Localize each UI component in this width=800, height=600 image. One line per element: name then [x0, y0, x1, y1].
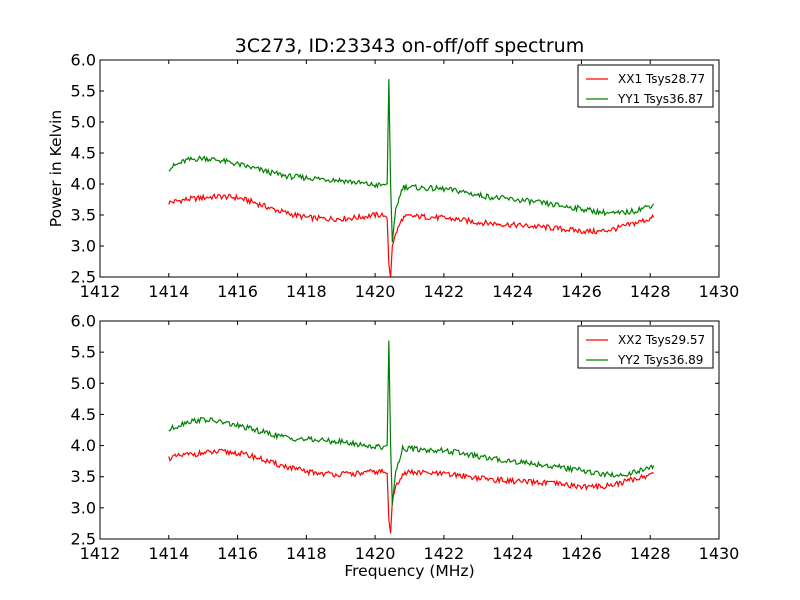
legend-entry: XX1 Tsys28.77	[618, 72, 705, 86]
x-tick-label: 1430	[699, 282, 740, 301]
y-tick-label: 5.5	[71, 82, 96, 101]
chart-panel-1: 1412 1414 1416 1418 1420 1422 1424 1426 1428 1430…	[47, 35, 739, 301]
series-line-xx1	[168, 192, 655, 277]
chart-panel-2: 1412 1414 1416 1418 1420 1422 1424 1426 1428 1430…	[71, 312, 740, 581]
y-tick-label: 4.5	[71, 144, 96, 163]
x-tick-label: 1424	[492, 544, 533, 563]
x-tick-label: 1418	[286, 282, 327, 301]
y-tick-label: 2.5	[71, 268, 96, 287]
y-tick-label: 6.0	[71, 51, 96, 70]
x-tick-label: 1430	[699, 544, 740, 563]
y-tick-label: 5.0	[71, 374, 96, 393]
legend-entry: YY1 Tsys36.87	[617, 92, 703, 106]
x-tick-label: 1420	[355, 282, 396, 301]
series-line-yy2	[168, 340, 655, 506]
x-tick-label: 1420	[355, 544, 396, 563]
x-tick-label: 1414	[148, 282, 189, 301]
x-tick-label: 1412	[80, 282, 121, 301]
x-tick-label: 1416	[217, 282, 258, 301]
x-tick-label: 1428	[630, 544, 671, 563]
x-tick-label: 1422	[424, 544, 465, 563]
y-tick-label: 5.0	[71, 113, 96, 132]
x-tick-label: 1422	[424, 282, 465, 301]
y-tick-label: 4.0	[71, 436, 96, 455]
series-line-xx2	[168, 448, 655, 534]
y-tick-label: 4.5	[71, 405, 96, 424]
chart-title: 3C273, ID:23343 on-off/off spectrum	[235, 35, 584, 57]
x-tick-label: 1418	[286, 544, 327, 563]
legend-entry: YY2 Tsys36.89	[617, 353, 703, 367]
x-tick-label: 1412	[80, 544, 121, 563]
y-tick-label: 6.0	[71, 312, 96, 331]
x-tick-label: 1416	[217, 544, 258, 563]
y-tick-label: 3.0	[71, 237, 96, 256]
legend-box	[577, 325, 714, 369]
legend: XX1 Tsys28.77 YY1 Tsys36.87	[577, 64, 714, 108]
legend-entry: XX2 Tsys29.57	[618, 333, 705, 347]
y-tick-label: 3.5	[71, 467, 96, 486]
x-tick-label: 1426	[561, 282, 602, 301]
legend-box	[577, 64, 714, 108]
axes-frame	[99, 59, 720, 278]
y-tick-label: 4.0	[71, 175, 96, 194]
y-tick-label: 5.5	[71, 343, 96, 362]
x-tick-label: 1426	[561, 544, 602, 563]
y-tick-label: 2.5	[71, 530, 96, 549]
x-tick-label: 1414	[148, 544, 189, 563]
y-axis-label: Power in Kelvin	[47, 110, 65, 227]
x-tick-label: 1424	[492, 282, 533, 301]
x-axis-label: Frequency (MHz)	[344, 562, 474, 580]
y-tick-label: 3.0	[71, 498, 96, 517]
legend: XX2 Tsys29.57 YY2 Tsys36.89	[577, 325, 714, 369]
y-tick-label: 3.5	[71, 206, 96, 225]
x-tick-label: 1428	[630, 282, 671, 301]
series-line-yy1	[168, 79, 655, 243]
axes-frame	[99, 320, 720, 540]
